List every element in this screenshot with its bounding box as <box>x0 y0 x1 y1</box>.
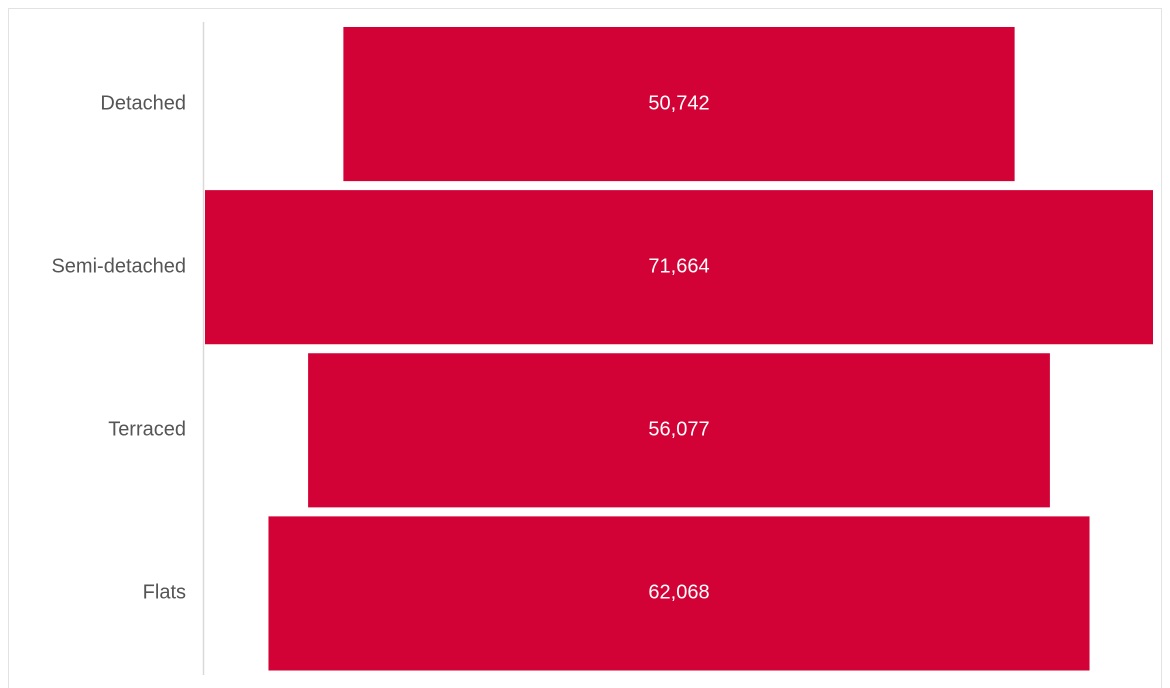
bar <box>343 27 1015 182</box>
y-tick-label: Flats <box>143 582 186 604</box>
data-label: 56,077 <box>648 419 709 441</box>
data-label: 71,664 <box>648 255 709 277</box>
y-tick-label: Detached <box>100 92 186 114</box>
data-label: 50,742 <box>648 92 709 114</box>
frame <box>8 8 1162 688</box>
data-label: 62,068 <box>648 582 709 604</box>
bar <box>268 516 1090 671</box>
bar <box>308 353 1050 508</box>
y-tick-label: Semi-detached <box>51 255 186 277</box>
y-tick-label: Terraced <box>108 419 186 441</box>
bar <box>205 190 1153 345</box>
